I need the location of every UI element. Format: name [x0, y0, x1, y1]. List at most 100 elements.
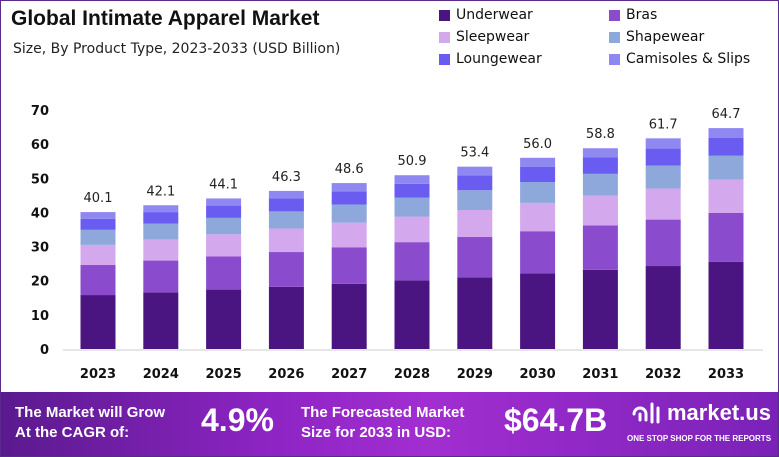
legend-item: Loungewear	[439, 51, 609, 67]
x-tick-label: 2025	[206, 367, 242, 382]
bar-segment-shapewear	[457, 190, 493, 211]
legend-label: Camisoles & Slips	[626, 51, 751, 67]
x-tick-label: 2030	[520, 367, 556, 382]
bar-segment-shapewear	[331, 204, 367, 223]
bar-segment-camisoles-slips	[457, 166, 493, 176]
legend-swatch	[609, 31, 620, 43]
y-tick-label: 60	[31, 138, 49, 153]
bar-segment-loungewear	[520, 166, 556, 183]
bar-segment-shapewear	[394, 197, 430, 217]
bar-segment-shapewear	[708, 155, 744, 180]
bar-segment-shapewear	[268, 211, 304, 229]
total-label: 53.4	[460, 146, 489, 161]
bar-segment-loungewear	[582, 157, 618, 174]
total-label: 56.0	[523, 137, 552, 152]
bar-segment-loungewear	[80, 218, 116, 230]
logo-tagline: ONE STOP SHOP FOR THE REPORTS	[627, 434, 772, 443]
legend-label: Loungewear	[456, 51, 542, 67]
y-tick-label: 0	[40, 343, 49, 358]
bar-segment-camisoles-slips	[331, 183, 367, 192]
y-tick-label: 30	[31, 241, 49, 256]
bar-segment-underwear	[457, 277, 493, 349]
legend-item: Bras	[609, 7, 769, 23]
x-tick-label: 2032	[645, 367, 681, 382]
y-tick-label: 10	[31, 309, 49, 324]
bar-segment-bras	[331, 247, 367, 284]
bar-segment-shapewear	[645, 165, 681, 189]
bar-segment-underwear	[268, 286, 304, 349]
forecast-label: The Forecasted Market Size for 2033 in US…	[301, 403, 464, 443]
bar-segment-bras	[708, 212, 744, 262]
bar-segment-camisoles-slips	[582, 148, 618, 158]
legend-label: Underwear	[456, 7, 533, 23]
stacked-bar-chart: 01020304050607040.1202342.1202444.120254…	[31, 104, 763, 382]
x-tick-label: 2024	[143, 367, 179, 382]
bar-segment-bras	[394, 242, 430, 281]
bar-segment-bras	[582, 225, 618, 270]
total-label: 48.6	[335, 162, 364, 177]
legend-label: Shapewear	[626, 29, 705, 45]
bar-segment-camisoles-slips	[520, 157, 556, 167]
y-tick-label: 70	[31, 104, 49, 119]
legend-item: Sleepwear	[439, 29, 609, 45]
legend-swatch	[439, 31, 450, 43]
y-tick-label: 40	[31, 206, 49, 221]
logo-text: market.us	[667, 400, 771, 425]
x-tick-label: 2031	[582, 367, 618, 382]
total-label: 58.8	[586, 127, 615, 142]
total-label: 50.9	[398, 154, 427, 169]
bar-segment-sleepwear	[457, 210, 493, 238]
chart-subtitle: Size, By Product Type, 2023-2033 (USD Bi…	[13, 41, 341, 57]
total-label: 61.7	[649, 117, 678, 132]
bar-segment-sleepwear	[708, 179, 744, 213]
bar-segment-shapewear	[520, 182, 556, 203]
logo-icon	[632, 402, 660, 424]
bar-segment-sleepwear	[520, 202, 556, 232]
bar-segment-underwear	[582, 269, 618, 349]
bar-segment-bras	[520, 231, 556, 274]
bar-segment-bras	[268, 252, 304, 287]
bar-segment-underwear	[206, 289, 242, 349]
bar-segment-sleepwear	[268, 228, 304, 253]
bar-segment-bras	[457, 237, 493, 278]
legend-swatch	[609, 53, 620, 65]
bar-segment-loungewear	[206, 205, 242, 218]
y-tick-label: 50	[31, 172, 49, 187]
cagr-label: The Market will Grow At the CAGR of:	[15, 403, 165, 443]
cagr-value: 4.9%	[201, 402, 274, 438]
x-tick-label: 2029	[457, 367, 493, 382]
bar-segment-loungewear	[143, 212, 179, 224]
bar-segment-bras	[143, 260, 179, 293]
bar-segment-underwear	[520, 273, 556, 349]
bar-segment-loungewear	[331, 191, 367, 205]
bar-segment-sleepwear	[206, 234, 242, 257]
bar-segment-sleepwear	[80, 244, 116, 266]
bar-segment-underwear	[331, 283, 367, 349]
bar-segment-loungewear	[645, 148, 681, 166]
legend-swatch	[609, 9, 620, 21]
bar-segment-loungewear	[708, 137, 744, 156]
bar-segment-sleepwear	[645, 188, 681, 220]
legend-item: Camisoles & Slips	[609, 51, 769, 67]
total-label: 46.3	[272, 170, 301, 185]
y-tick-label: 20	[31, 275, 49, 290]
legend-item: Shapewear	[609, 29, 769, 45]
legend: Underwear Bras Sleepwear Shapewear Loungewea…	[439, 7, 769, 67]
forecast-label-line2: Size for 2033 in USD:	[301, 424, 452, 441]
bar-segment-underwear	[394, 280, 430, 349]
bar-segment-underwear	[143, 292, 179, 349]
bar-segment-camisoles-slips	[206, 198, 242, 206]
forecast-label-line1: The Forecasted Market	[301, 404, 465, 421]
x-tick-label: 2026	[268, 367, 304, 382]
bar-segment-camisoles-slips	[708, 128, 744, 138]
bar-segment-shapewear	[143, 223, 179, 240]
bar-segment-bras	[80, 265, 116, 296]
bar-segment-sleepwear	[331, 222, 367, 248]
legend-item: Underwear	[439, 7, 609, 23]
bar-segment-sleepwear	[143, 239, 179, 261]
bar-segment-underwear	[80, 295, 116, 349]
legend-swatch	[439, 53, 450, 65]
total-label: 40.1	[84, 191, 113, 206]
cagr-label-line2: At the CAGR of:	[15, 424, 130, 441]
